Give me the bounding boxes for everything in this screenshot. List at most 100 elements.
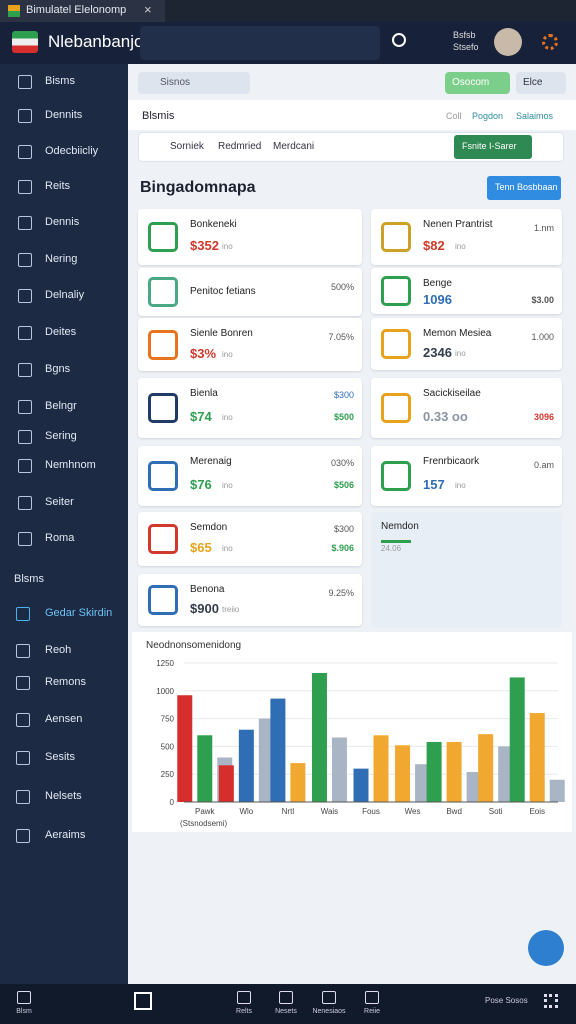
sidebar-label: Remons — [45, 676, 86, 688]
subbar-tab[interactable]: Salaimos — [516, 111, 554, 121]
card-icon — [148, 329, 178, 360]
sidebar-item[interactable]: Remons — [0, 669, 128, 697]
menu-label: Elce — [523, 77, 543, 88]
card-unit: ino — [222, 349, 233, 359]
settings-icon[interactable] — [542, 34, 558, 50]
sidebar-label: Sesits — [45, 751, 75, 763]
card-unit: ino — [455, 349, 466, 358]
filter-chip[interactable]: Redmried — [218, 141, 262, 152]
search-field[interactable] — [138, 72, 250, 94]
section-button[interactable] — [487, 176, 561, 200]
menu-button[interactable] — [516, 72, 566, 94]
section-button-label: Tenn Bosbbaan — [495, 182, 558, 192]
subbar-title[interactable]: Blsmis — [142, 110, 175, 122]
search-text: Sisnos — [160, 77, 191, 88]
card-value: 1096 — [423, 292, 452, 307]
sidebar-item[interactable]: Aensen — [0, 706, 128, 734]
sidebar-item[interactable]: Sering — [0, 423, 128, 451]
sidebar-item[interactable]: Reits — [0, 173, 128, 201]
sidebar-item[interactable]: Seiter — [0, 489, 128, 517]
sidebar-item[interactable]: Gedar Skirdin — [0, 600, 128, 628]
nav-right[interactable]: Pose Sosos — [485, 996, 528, 1005]
nav-check[interactable] — [134, 992, 152, 1010]
sidebar-item[interactable]: Bgns — [0, 356, 128, 384]
nav-icon — [237, 991, 251, 1004]
card[interactable]: Nenen Prantrist $82 ino 1.nm — [371, 209, 562, 265]
sidebar-label: Dennis — [45, 216, 80, 228]
card[interactable]: Frenrbicaork 157 ino 0.am — [371, 446, 562, 506]
nav-item[interactable]: Relts — [220, 986, 268, 1022]
search-icon[interactable] — [392, 33, 406, 47]
card-unit: ino — [222, 481, 233, 490]
card-title: Bienla — [190, 388, 218, 399]
card-unit: ino — [455, 481, 466, 490]
nav-item[interactable]: Reiie — [348, 986, 396, 1022]
logo — [12, 31, 38, 53]
sidebar-item[interactable]: Nering — [0, 246, 128, 274]
filter-button[interactable] — [454, 135, 532, 159]
sidebar-item[interactable]: Belngr — [0, 393, 128, 421]
subbar-tab[interactable]: Coll — [446, 111, 462, 121]
card-icon — [381, 222, 411, 252]
card-title: Sienle Bonren — [190, 328, 253, 339]
fab[interactable] — [528, 930, 564, 966]
card[interactable]: Merenaig $76 ino 030% $506 — [138, 446, 362, 506]
filter-chip[interactable]: Merdcani — [273, 141, 315, 152]
nav-item[interactable]: Blsm — [0, 986, 48, 1022]
card-title: Frenrbicaork — [423, 456, 480, 467]
card-value: $74 — [190, 409, 212, 424]
primary-button[interactable] — [445, 72, 510, 94]
subbar-tab[interactable]: Pogdon — [472, 111, 504, 121]
card-right-top: $300 — [333, 524, 354, 534]
sidebar-label: Nemhnom — [45, 459, 96, 471]
card-title: Merenaig — [190, 456, 232, 467]
search-bar[interactable] — [140, 26, 380, 60]
card-right-bottom: $500 — [333, 412, 354, 422]
card[interactable]: Semdon $65 ino $300 $.906 — [138, 512, 362, 566]
nav-item[interactable]: Nesets — [262, 986, 310, 1022]
sidebar-label: Belngr — [45, 400, 77, 412]
card[interactable]: Sacickiseilae 0.33 oo 3096 — [371, 378, 562, 438]
nav-grid[interactable] — [544, 994, 558, 1008]
sidebar-icon — [18, 289, 32, 303]
tab-close[interactable]: × — [144, 2, 152, 17]
card[interactable]: Benge 1096 $3.00 — [371, 268, 562, 314]
avatar[interactable] — [494, 28, 522, 56]
sidebar-item[interactable]: Bisms — [0, 68, 128, 96]
nav-icon — [365, 991, 379, 1004]
sidebar-icon — [16, 751, 30, 765]
card[interactable]: Bienla $74 ino $300 $500 — [138, 378, 362, 438]
sidebar-item[interactable]: Sesits — [0, 744, 128, 772]
nav-item[interactable]: Nenesiaos — [305, 986, 353, 1022]
card-icon — [381, 461, 411, 491]
sidebar-item[interactable]: Aeraims — [0, 822, 128, 850]
user-line2: Stsefo — [453, 42, 479, 52]
card[interactable]: Penitoc fetians 500% — [138, 268, 362, 316]
card[interactable]: Memon Mesiea 2346 ino 1.000 — [371, 318, 562, 370]
card[interactable]: Sienle Bonren $3% ino 7.05% — [138, 318, 362, 371]
filter-chip[interactable]: Sorniek — [170, 141, 204, 152]
sidebar-item[interactable]: Reoh — [0, 637, 128, 665]
sidebar-item[interactable]: Deites — [0, 319, 128, 347]
card[interactable]: Bonkeneki $352 ino — [138, 209, 362, 265]
card-value: $82 — [423, 238, 445, 253]
card-value: $352 — [190, 238, 219, 253]
sidebar-label: Bisms — [45, 75, 75, 87]
sidebar-item[interactable]: Dennits — [0, 102, 128, 130]
card-right-top: 500% — [330, 282, 354, 292]
sidebar-item[interactable]: Delnaliy — [0, 282, 128, 310]
card-icon — [148, 393, 178, 423]
sidebar-icon — [18, 400, 32, 414]
app-title: Nlebanbanjo — [48, 32, 144, 51]
nav-label: Blsm — [16, 1008, 32, 1015]
sidebar-item[interactable]: Odecbiicliy — [0, 138, 128, 166]
sidebar-item[interactable]: Nemhnom — [0, 452, 128, 480]
sidebar-item[interactable]: Dennis — [0, 209, 128, 237]
card-unit: ino — [222, 544, 233, 553]
card[interactable]: Benona $900 treiio 9.25% — [138, 574, 362, 626]
sidebar-item[interactable]: Roma — [0, 525, 128, 553]
tab — [0, 0, 165, 22]
sidebar-item[interactable]: Nelsets — [0, 783, 128, 811]
nav-label: Relts — [236, 1008, 252, 1015]
